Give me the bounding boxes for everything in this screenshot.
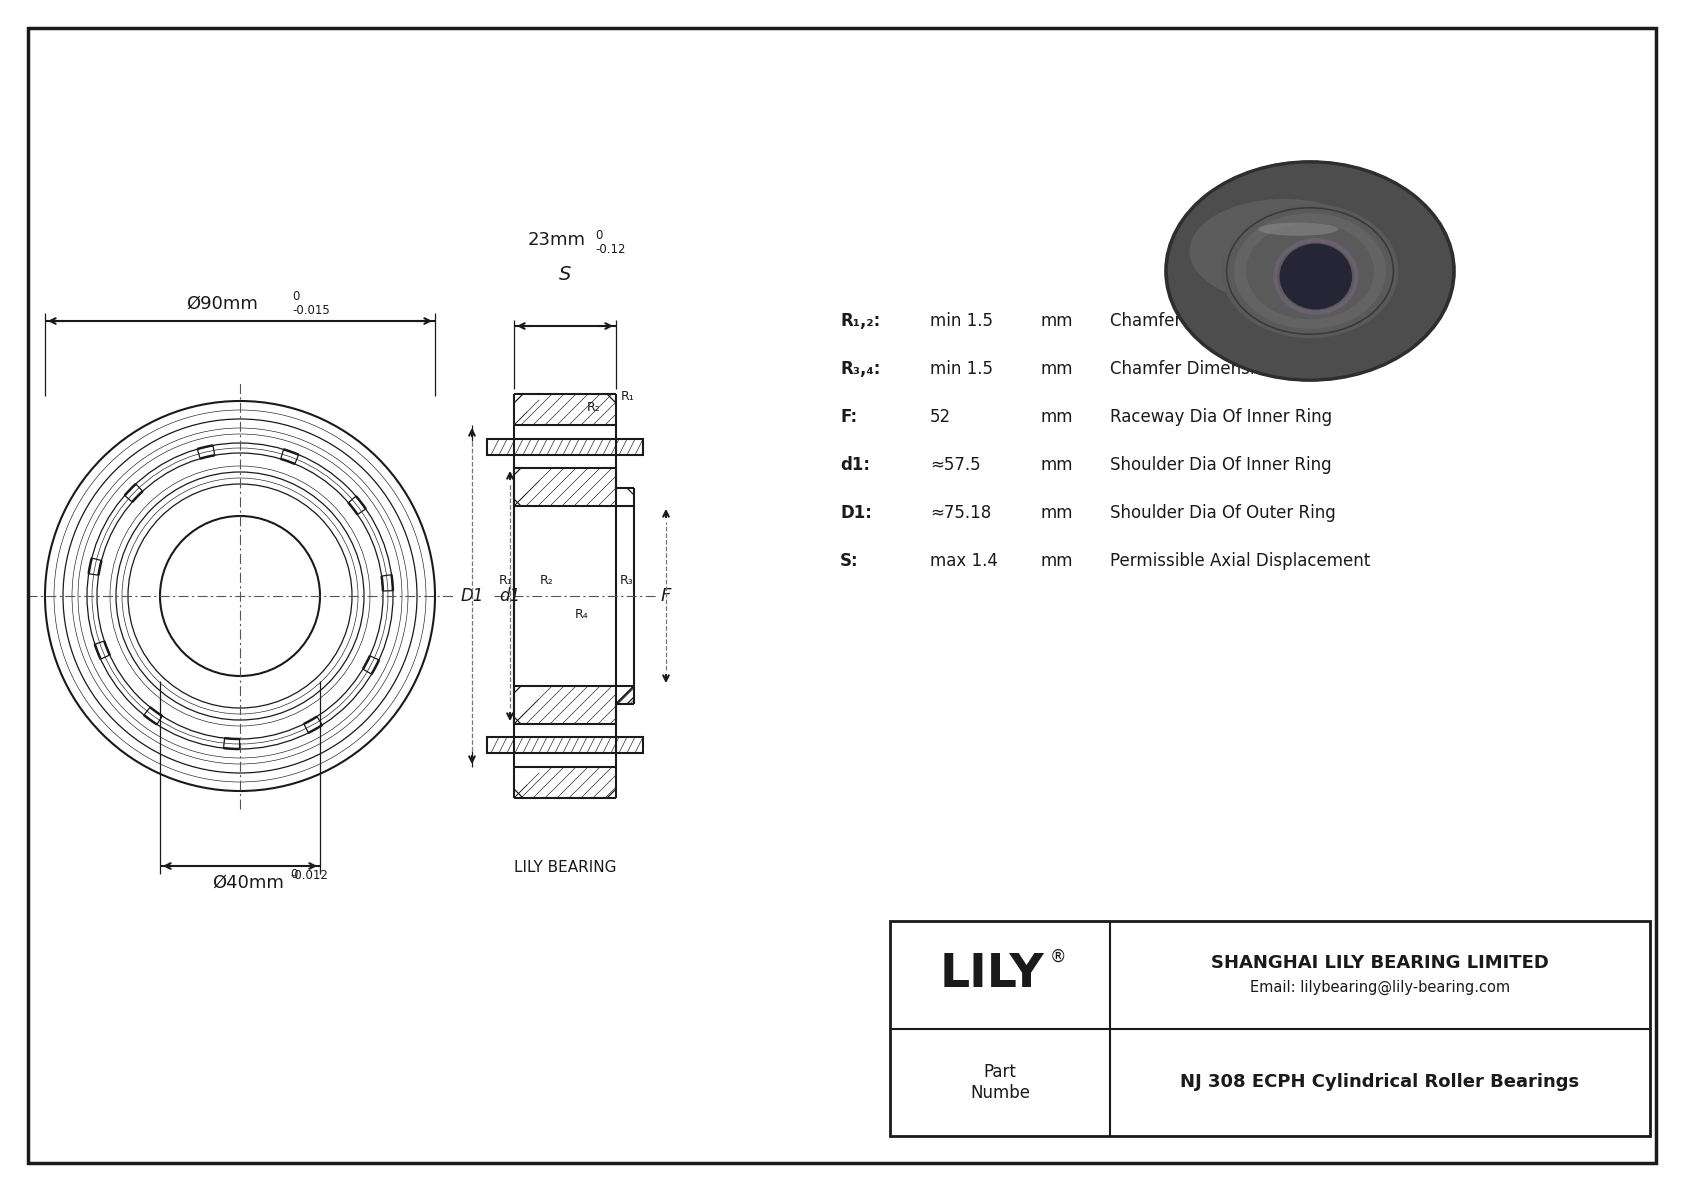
Text: R₄: R₄ — [574, 607, 589, 621]
Text: Shoulder Dia Of Outer Ring: Shoulder Dia Of Outer Ring — [1110, 504, 1335, 522]
Text: Email: lilybearing@lily-bearing.com: Email: lilybearing@lily-bearing.com — [1250, 980, 1511, 996]
Text: 0: 0 — [290, 868, 298, 881]
Text: SHANGHAI LILY BEARING LIMITED: SHANGHAI LILY BEARING LIMITED — [1211, 954, 1549, 972]
Text: 52: 52 — [930, 409, 951, 426]
Text: LILY BEARING: LILY BEARING — [514, 861, 616, 875]
Text: mm: mm — [1041, 456, 1073, 474]
Text: Ø40mm: Ø40mm — [212, 874, 285, 892]
Text: F:: F: — [840, 409, 857, 426]
Text: 0: 0 — [291, 289, 300, 303]
Text: D1:: D1: — [840, 504, 872, 522]
Text: NJ 308 ECPH Cylindrical Roller Bearings: NJ 308 ECPH Cylindrical Roller Bearings — [1180, 1073, 1580, 1091]
Text: Permissible Axial Displacement: Permissible Axial Displacement — [1110, 551, 1371, 570]
Ellipse shape — [1165, 161, 1455, 381]
Text: Chamfer Dimension: Chamfer Dimension — [1110, 360, 1275, 378]
Text: Ø90mm: Ø90mm — [185, 295, 258, 313]
Text: Chamfer Dimension: Chamfer Dimension — [1110, 312, 1275, 330]
Text: R₁: R₁ — [621, 389, 635, 403]
Text: d1:: d1: — [840, 456, 871, 474]
Ellipse shape — [1280, 243, 1352, 310]
Ellipse shape — [1234, 213, 1386, 329]
Text: mm: mm — [1041, 551, 1073, 570]
Text: mm: mm — [1041, 504, 1073, 522]
Text: mm: mm — [1041, 312, 1073, 330]
Text: min 1.5: min 1.5 — [930, 360, 994, 378]
Text: R₂: R₂ — [588, 401, 601, 414]
Text: R₃,₄:: R₃,₄: — [840, 360, 881, 378]
Ellipse shape — [1221, 204, 1398, 338]
Text: R₂: R₂ — [541, 574, 554, 587]
Ellipse shape — [1258, 223, 1339, 236]
Text: D1: D1 — [460, 587, 483, 605]
Text: 0: 0 — [594, 229, 603, 242]
Text: R₁: R₁ — [498, 574, 512, 587]
Bar — [891, 921, 1650, 1136]
Text: Raceway Dia Of Inner Ring: Raceway Dia Of Inner Ring — [1110, 409, 1332, 426]
Text: -0.012: -0.012 — [290, 869, 328, 883]
Text: ≈57.5: ≈57.5 — [930, 456, 980, 474]
Text: -0.015: -0.015 — [291, 304, 330, 317]
Text: d1: d1 — [500, 587, 520, 605]
Text: F: F — [660, 587, 672, 605]
Bar — [487, 439, 643, 455]
Text: R₃: R₃ — [620, 574, 633, 587]
Text: 23mm: 23mm — [529, 231, 586, 249]
Ellipse shape — [1246, 223, 1374, 319]
Ellipse shape — [1189, 199, 1378, 304]
Text: mm: mm — [1041, 360, 1073, 378]
Text: Shoulder Dia Of Inner Ring: Shoulder Dia Of Inner Ring — [1110, 456, 1332, 474]
Text: -0.12: -0.12 — [594, 243, 625, 256]
Text: mm: mm — [1041, 409, 1073, 426]
Text: ≈75.18: ≈75.18 — [930, 504, 992, 522]
Text: R₁,₂:: R₁,₂: — [840, 312, 881, 330]
Text: ®: ® — [1051, 948, 1066, 966]
Text: Part
Numbe: Part Numbe — [970, 1062, 1031, 1102]
Text: S: S — [559, 266, 571, 283]
Text: max 1.4: max 1.4 — [930, 551, 999, 570]
Text: min 1.5: min 1.5 — [930, 312, 994, 330]
Text: LILY: LILY — [940, 953, 1044, 997]
Text: S:: S: — [840, 551, 859, 570]
Bar — [487, 737, 643, 753]
